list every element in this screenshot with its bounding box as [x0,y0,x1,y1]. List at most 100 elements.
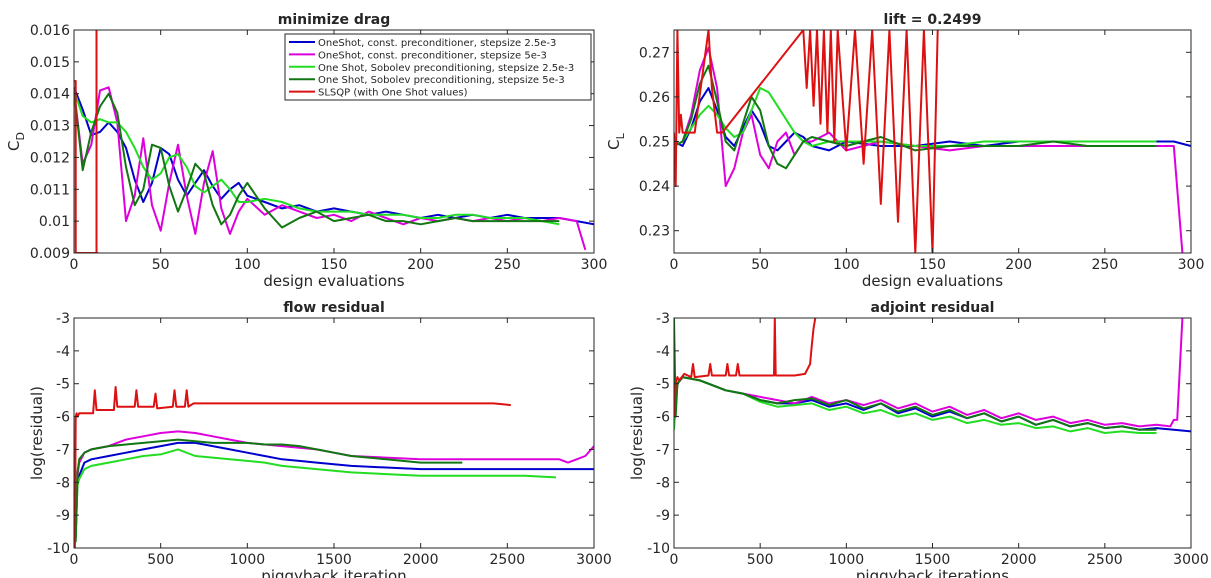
x-tick-label: 1000 [829,552,865,568]
x-tick-label: 1500 [316,552,352,568]
y-tick-label: -10 [47,541,70,557]
x-tick-label: 200 [407,257,434,273]
series-line-5 [674,318,817,417]
y-tick-label: 0.015 [30,55,70,71]
y-tick-label: 0.23 [639,224,670,240]
series-line-2 [674,318,1184,428]
y-tick-label: -9 [56,508,70,524]
x-tick-label: 0 [70,552,79,568]
y-tick-label: 0.009 [30,246,70,262]
y-axis-label-subscript: L [614,132,627,139]
x-tick-label: 200 [1005,257,1032,273]
x-tick-label: 150 [321,257,348,273]
y-tick-label: -8 [56,475,70,491]
legend-entry-label: SLSQP (with One Shot values) [318,88,468,99]
y-tick-label: -9 [656,508,670,524]
series-line-1 [74,441,594,536]
y-tick-label: -8 [656,475,670,491]
x-axis-label: piggyback iterations [856,567,1009,578]
y-tick-label: -7 [656,442,670,458]
y-tick-label: 0.01 [39,214,70,230]
chart-title: adjoint residual [871,300,995,316]
x-tick-label: 2500 [490,552,526,568]
chart-title: flow residual [283,300,385,316]
series-line-4 [74,90,560,229]
x-tick-label: 500 [147,552,174,568]
legend-entry-label: One Shot, Sobolev preconditioning, steps… [318,63,574,74]
series-line-2 [74,86,587,251]
legend-box [284,33,592,101]
y-tick-label: -6 [56,410,70,426]
x-tick-label: 2000 [403,552,439,568]
series-line-4 [74,438,463,543]
chart-panel-2: 0 50 100 150 200 250 300 0.23 0.24 0.25 0.26 0.27 li… [605,12,1204,290]
y-tick-label: 0.014 [30,87,70,103]
series-line-3 [74,90,560,226]
x-tick-label: 500 [747,552,774,568]
x-tick-label: 150 [919,257,946,273]
x-tick-label: 0 [70,257,79,273]
x-tick-label: 3000 [1173,552,1209,568]
chart-panel-3: 0 500 1000 1500 2000 2500 3000 -10 -9 -8 -7 -6 -5 -4 -… [28,300,612,578]
series-line-3 [674,87,1157,147]
chart-title: lift = 0.2499 [884,12,982,28]
series-line-5 [74,30,99,253]
x-tick-label: 250 [494,257,521,273]
chart-panel-1: 0 50 100 150 200 250 300 0.009 0.01 0.011 0.012 0.0… [5,12,607,290]
x-tick-label: 300 [581,257,608,273]
y-tick-label: -4 [56,344,70,360]
x-axis-label: design evaluations [263,272,404,290]
x-tick-label: 3000 [576,552,612,568]
y-axis-label: CD [5,132,27,151]
y-tick-label: -5 [656,377,670,393]
x-tick-label: 2500 [1087,552,1123,568]
x-tick-label: 2000 [1001,552,1037,568]
series-group [674,30,1191,253]
x-tick-label: 50 [751,257,769,273]
series-line-5 [74,386,511,548]
y-tick-label: 0.25 [639,135,670,151]
y-axis-label-subscript: D [14,132,27,140]
x-axis-label: design evaluations [862,272,1003,290]
y-tick-label: -3 [656,311,670,327]
y-axis-label: CL [605,132,627,149]
x-tick-label: 100 [833,257,860,273]
series-line-4 [674,318,1157,431]
x-tick-label: 0 [670,552,679,568]
legend-entry-label: OneShot, const. preconditioner, stepsize… [318,50,547,61]
y-tick-label: 0.012 [30,150,70,166]
y-axis-label: log(residual) [28,386,46,480]
y-tick-label: -5 [56,377,70,393]
series-line-5 [674,30,939,253]
y-tick-label: 0.24 [639,179,670,195]
series-group [74,386,594,548]
x-tick-label: 300 [1178,257,1205,273]
y-tick-label: 0.016 [30,23,70,39]
y-tick-label: -4 [656,344,670,360]
series-group [74,30,594,253]
y-tick-label: -6 [656,410,670,426]
y-tick-label: 0.011 [30,182,70,198]
series-line-4 [674,64,1157,170]
x-tick-label: 100 [234,257,261,273]
y-tick-label: -3 [56,311,70,327]
series-line-3 [74,448,556,540]
y-axis-label: log(residual) [628,386,646,480]
y-tick-label: 0.013 [30,119,70,135]
legend: OneShot, const. preconditioner, stepsize… [284,33,592,101]
x-tick-label: 1000 [230,552,266,568]
legend-entry-label: OneShot, const. preconditioner, stepsize… [318,38,556,49]
axes-box [73,317,595,549]
y-tick-label: -7 [56,442,70,458]
y-tick-label: 0.27 [639,45,670,61]
y-tick-label: -10 [647,541,670,557]
x-tick-label: 50 [152,257,170,273]
x-tick-label: 0 [670,257,679,273]
x-tick-label: 250 [1091,257,1118,273]
chart-panel-4: 0 500 1000 1500 2000 2500 3000 -10 -9 -8 -7 -6 -5 -4 -… [628,300,1209,578]
x-tick-label: 1500 [915,552,951,568]
x-axis-label: piggyback iteration [261,567,406,578]
chart-title: minimize drag [278,12,390,28]
series-group [674,318,1191,434]
